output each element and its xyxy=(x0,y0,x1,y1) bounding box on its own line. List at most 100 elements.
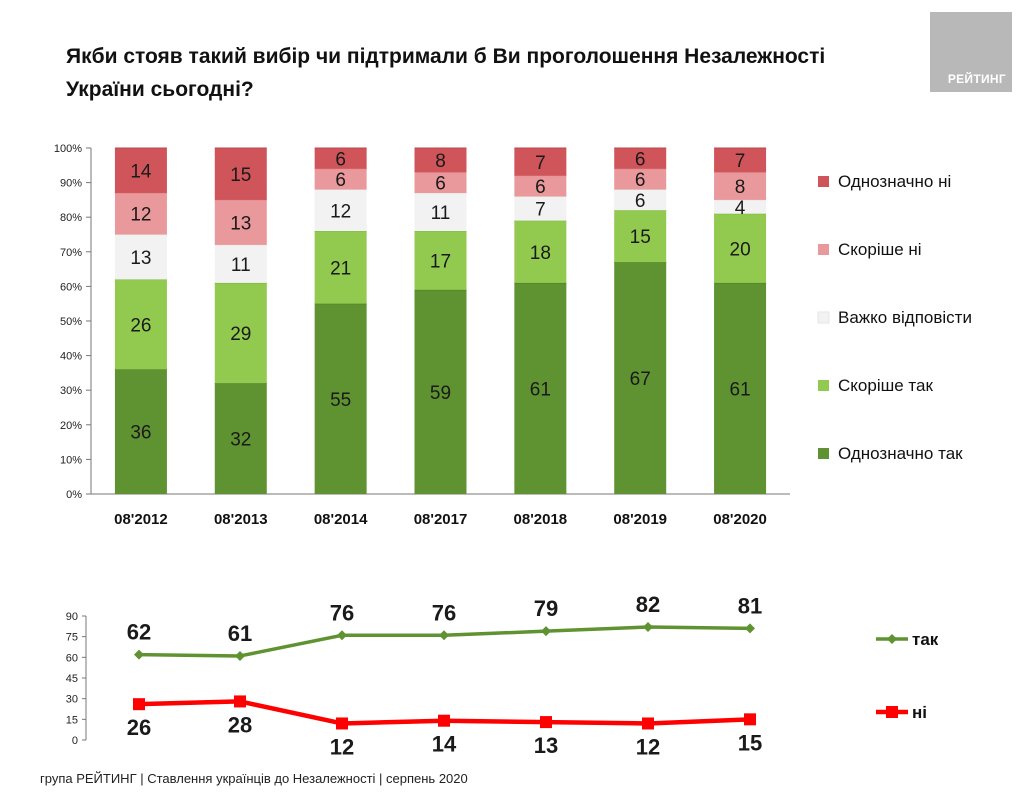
x-tick-label: 08'2018 xyxy=(514,511,568,528)
bar-segment xyxy=(514,196,567,221)
bar-segment xyxy=(514,148,567,176)
data-label: 6 xyxy=(435,174,446,195)
data-label: 6 xyxy=(335,149,346,170)
y-tick-label: 90 xyxy=(66,611,78,623)
data-label: 26 xyxy=(130,315,151,336)
y-tick-label: 45 xyxy=(66,673,78,685)
data-label: 62 xyxy=(127,620,151,645)
point-marker xyxy=(337,630,347,641)
data-label: 18 xyxy=(530,243,551,264)
bar-segment xyxy=(314,189,367,232)
footer-caption: група РЕЙТИНГ | Ставлення українців до Н… xyxy=(40,771,468,786)
y-tick-label: 75 xyxy=(66,632,78,644)
legend-label: Скоріше так xyxy=(838,376,933,395)
y-tick-label: 60 xyxy=(66,652,78,664)
legend-swatch xyxy=(817,311,830,324)
bar-segment xyxy=(314,168,367,190)
bar-segment xyxy=(414,192,467,232)
bar-segment xyxy=(114,279,167,370)
y-tick-label: 50% xyxy=(60,316,82,328)
data-label: 28 xyxy=(228,712,252,737)
bar-segment xyxy=(114,148,167,193)
data-label: 12 xyxy=(330,734,354,759)
data-label: 61 xyxy=(730,379,751,400)
legend-label: Однозначно ні xyxy=(838,172,951,191)
legend-label: ні xyxy=(912,703,927,722)
data-label: 13 xyxy=(130,248,151,269)
y-tick-label: 10% xyxy=(60,454,82,466)
y-tick-label: 80% xyxy=(60,212,82,224)
data-label: 55 xyxy=(330,390,351,411)
bar-segment xyxy=(714,213,767,283)
bar-segment xyxy=(514,220,567,283)
y-tick-label: 60% xyxy=(60,281,82,293)
data-label: 29 xyxy=(230,324,251,345)
bar-segment xyxy=(614,148,667,169)
bar-segment xyxy=(614,262,667,494)
data-label: 14 xyxy=(432,732,457,757)
rating-logo: РЕЙТИНГ xyxy=(930,12,1012,92)
legend-swatch xyxy=(818,448,829,459)
bar-segment xyxy=(714,199,767,214)
legend-label: Важко відповісти xyxy=(838,308,972,327)
y-tick-label: 0% xyxy=(66,489,82,501)
bar-segment xyxy=(614,210,667,263)
data-label: 12 xyxy=(330,201,351,222)
data-label: 32 xyxy=(230,430,251,451)
bar-segment xyxy=(614,168,667,190)
y-tick-label: 0 xyxy=(72,735,78,747)
legend-marker xyxy=(886,706,898,718)
data-label: 61 xyxy=(530,379,551,400)
data-label: 13 xyxy=(534,733,558,758)
bar-segment xyxy=(314,148,367,169)
bar-segment xyxy=(314,303,367,494)
bar-segment xyxy=(414,172,467,193)
data-label: 11 xyxy=(231,255,251,276)
data-label: 26 xyxy=(127,715,151,740)
data-label: 11 xyxy=(431,203,451,224)
data-label: 7 xyxy=(735,151,746,172)
point-marker xyxy=(745,623,755,634)
bar-segment xyxy=(614,189,667,211)
legend-swatch xyxy=(818,176,829,187)
bar-segment xyxy=(514,282,567,494)
data-label: 82 xyxy=(636,592,660,617)
data-label: 76 xyxy=(330,600,354,625)
data-label: 6 xyxy=(635,191,646,212)
data-label: 67 xyxy=(630,369,651,390)
data-label: 81 xyxy=(738,593,762,618)
x-tick-label: 08'2012 xyxy=(114,511,168,528)
point-marker xyxy=(234,695,246,708)
point-marker xyxy=(643,622,653,633)
y-tick-label: 70% xyxy=(60,247,82,259)
x-tick-label: 08'2017 xyxy=(414,511,468,528)
chart-title: Якби стояв такий вибір чи підтримали б В… xyxy=(66,45,826,101)
point-marker xyxy=(133,698,145,711)
point-marker xyxy=(235,650,245,661)
data-label: 21 xyxy=(330,258,351,279)
y-tick-label: 100% xyxy=(54,143,82,155)
data-label: 15 xyxy=(630,227,651,248)
data-label: 8 xyxy=(435,151,446,172)
data-label: 20 xyxy=(730,239,751,260)
legend-swatch xyxy=(818,380,829,391)
legend-swatch xyxy=(818,244,829,255)
data-label: 4 xyxy=(735,198,746,219)
bar-segment xyxy=(214,199,267,245)
bar-segment xyxy=(214,148,267,200)
bar-segment xyxy=(114,192,167,235)
data-label: 8 xyxy=(735,177,746,198)
bar-segment xyxy=(714,172,767,200)
point-marker xyxy=(439,630,449,641)
bar-segment xyxy=(414,231,467,290)
data-label: 6 xyxy=(535,177,546,198)
stacked-bar-chart: 0% 10% 20% 30% 40% 50% 60% 70% 80% 90% 100% 36 26 13 1… xyxy=(54,143,972,528)
x-tick-label: 08'2014 xyxy=(314,511,368,528)
bar-segment xyxy=(114,369,167,494)
y-tick-label: 40% xyxy=(60,351,82,363)
data-label: 7 xyxy=(535,200,546,221)
legend-label: так xyxy=(912,630,939,649)
y-tick-label: 20% xyxy=(60,420,82,432)
data-label: 6 xyxy=(335,170,346,191)
